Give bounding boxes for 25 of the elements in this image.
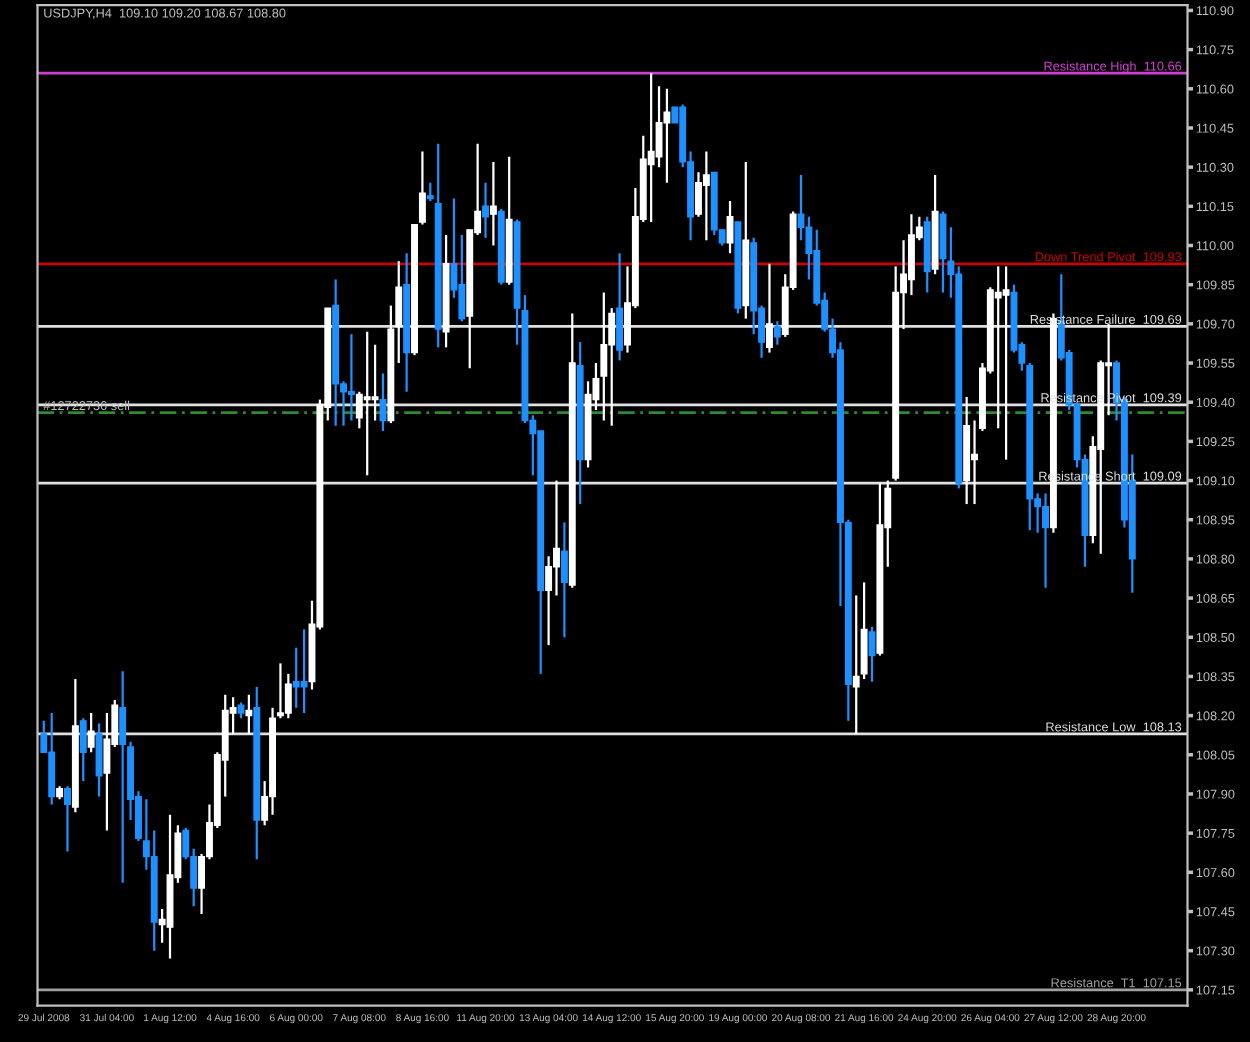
candlestick [647,72,655,224]
candlestick [48,711,56,806]
candlestick [245,693,253,736]
candlestick [347,333,355,422]
candlestick [482,181,489,239]
candlestick [103,711,111,832]
candlestick [773,320,781,346]
candlestick [663,87,671,184]
candlestick [1002,265,1010,461]
candlestick [560,521,568,639]
candlestick [702,150,710,242]
candlestick [300,628,308,715]
candlestick [489,160,497,247]
candlestick [371,343,379,422]
candlestick [616,252,624,362]
candlestick [292,646,300,709]
candlestick [766,262,773,354]
candlestick [1042,492,1049,589]
candlestick [64,785,71,853]
candlestick [860,581,868,681]
candlestick [87,711,95,754]
candlestick [600,291,608,422]
candlestick [119,670,127,884]
candlestick [79,717,87,783]
candlestick [363,330,371,477]
